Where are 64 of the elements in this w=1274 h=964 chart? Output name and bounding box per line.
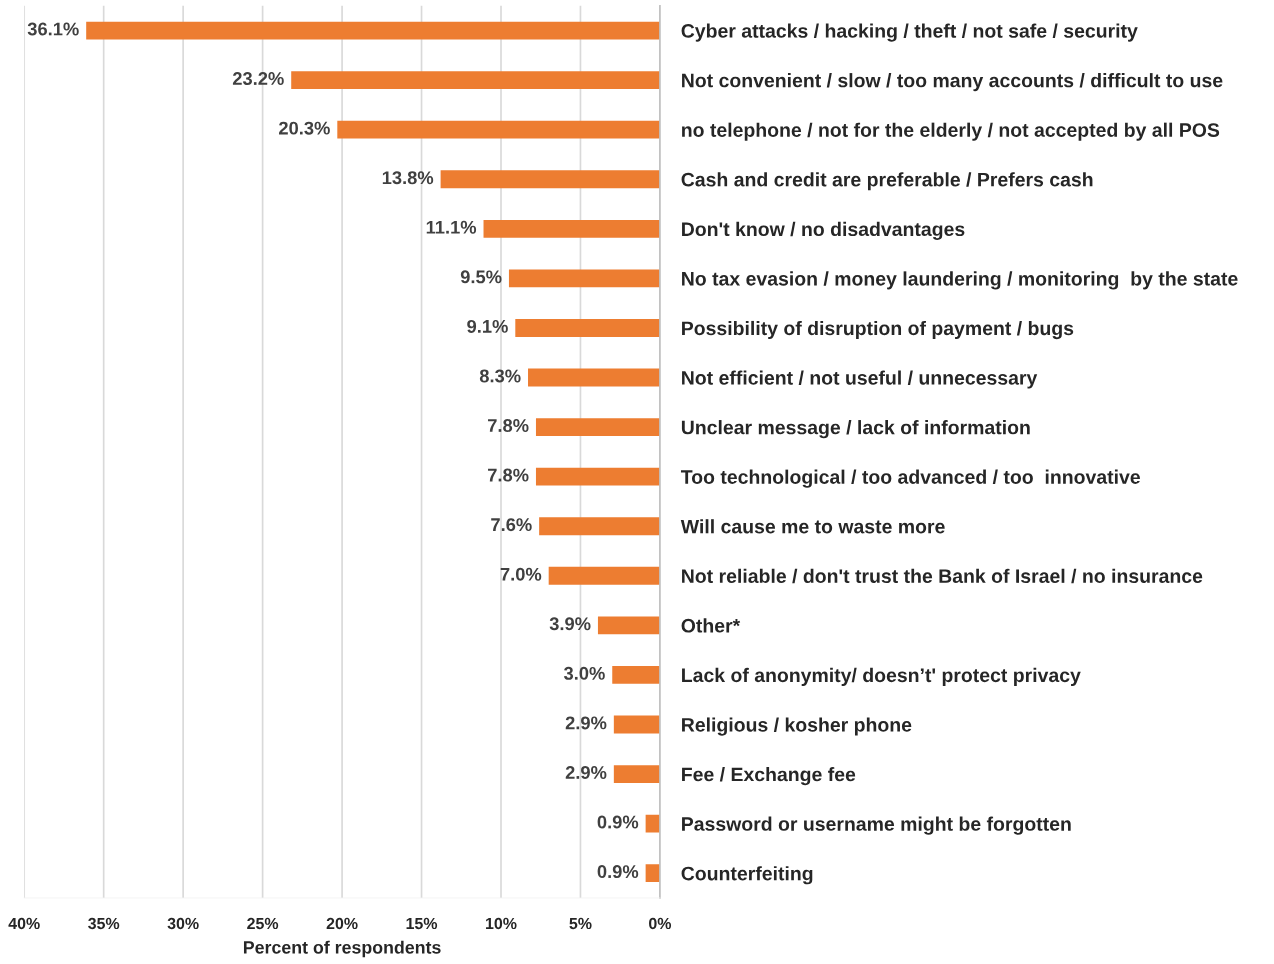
y-tick-label: Not convenient / slow / too many accounts / difficult to use — [682, 73, 1223, 92]
bar — [539, 517, 660, 536]
y-tick-label: Too technological / too advanced / too innovative — [680, 469, 1140, 488]
data-label: 3.9% — [549, 617, 591, 631]
data-label: 36.1% — [27, 22, 79, 36]
data-label: 8.3% — [479, 369, 521, 383]
y-tick-label: Lack of anonymity/ doesn’t' protect privacy — [682, 667, 1081, 686]
bar — [86, 21, 660, 40]
bar — [508, 269, 660, 288]
y-tick-label: Password or username might be forgotten — [682, 816, 1071, 835]
data-label: 13.8% — [382, 171, 434, 185]
y-tick-label: Religious / kosher phone — [682, 717, 912, 736]
x-tick-label: 20% — [326, 917, 358, 930]
bar — [483, 219, 660, 238]
y-tick-label: Unclear message / lack of information — [681, 420, 1030, 439]
y-tick-label: Not efficient / not useful / unnecessary — [682, 370, 1038, 389]
x-tick-label: 30% — [167, 917, 199, 930]
data-label: 7.8% — [488, 468, 529, 482]
bar — [515, 319, 660, 337]
data-label: 11.1% — [426, 220, 477, 234]
x-tick-label: 5% — [569, 917, 592, 930]
data-label: 7.8% — [488, 419, 529, 433]
x-tick-label: 10% — [486, 917, 517, 930]
x-tick-label: 25% — [247, 917, 279, 930]
bar — [645, 864, 660, 883]
x-axis-title: Percent of respondents — [243, 940, 441, 958]
data-label: 7.0% — [500, 567, 542, 581]
data-label: 2.9% — [565, 765, 607, 779]
data-label: 7.6% — [491, 518, 532, 532]
bar — [613, 765, 660, 783]
data-label: 0.9% — [597, 865, 639, 879]
y-tick-label: Counterfeiting — [681, 866, 813, 885]
y-tick-label: Cash and credit are preferable / Prefers cash — [681, 172, 1093, 191]
bar — [645, 814, 660, 833]
x-tick-label: 15% — [406, 917, 438, 930]
bar — [440, 170, 660, 189]
y-tick-label: Not reliable / don't trust the Bank of Israel / no insurance — [682, 568, 1203, 584]
y-tick-label: Cyber attacks / hacking / theft / not safe / security — [681, 23, 1138, 42]
bar — [291, 71, 660, 90]
data-label: 20.3% — [279, 121, 330, 135]
x-tick-label: 0% — [649, 917, 672, 930]
y-tick-label: Will cause me to waste more — [680, 519, 945, 534]
data-label: 2.9% — [565, 716, 607, 730]
bar — [535, 418, 660, 437]
data-label: 9.1% — [467, 319, 508, 333]
bar — [613, 715, 660, 734]
bar — [528, 368, 660, 387]
x-tick-label: 40% — [8, 917, 40, 930]
data-label: 9.5% — [460, 270, 502, 284]
bar — [548, 566, 660, 585]
bar — [597, 616, 660, 635]
x-tick-label: 35% — [88, 917, 120, 930]
bar — [337, 120, 660, 139]
data-label: 23.2% — [232, 72, 284, 86]
data-label: 3.0% — [563, 666, 605, 680]
y-tick-label: no telephone / not for the elderly / not accepted by all POS — [682, 122, 1220, 141]
y-tick-label: Don't know / no disadvantages — [682, 221, 965, 240]
y-tick-label: Possibility of disruption of payment / bugs — [682, 320, 1074, 340]
bar — [535, 467, 660, 486]
bar — [612, 666, 660, 684]
data-label: 0.9% — [597, 815, 639, 829]
y-tick-label: No tax evasion / money laundering / monitoring by the state — [682, 271, 1238, 290]
y-tick-label: Other* — [681, 618, 741, 633]
y-tick-label: Fee / Exchange fee — [682, 767, 856, 786]
